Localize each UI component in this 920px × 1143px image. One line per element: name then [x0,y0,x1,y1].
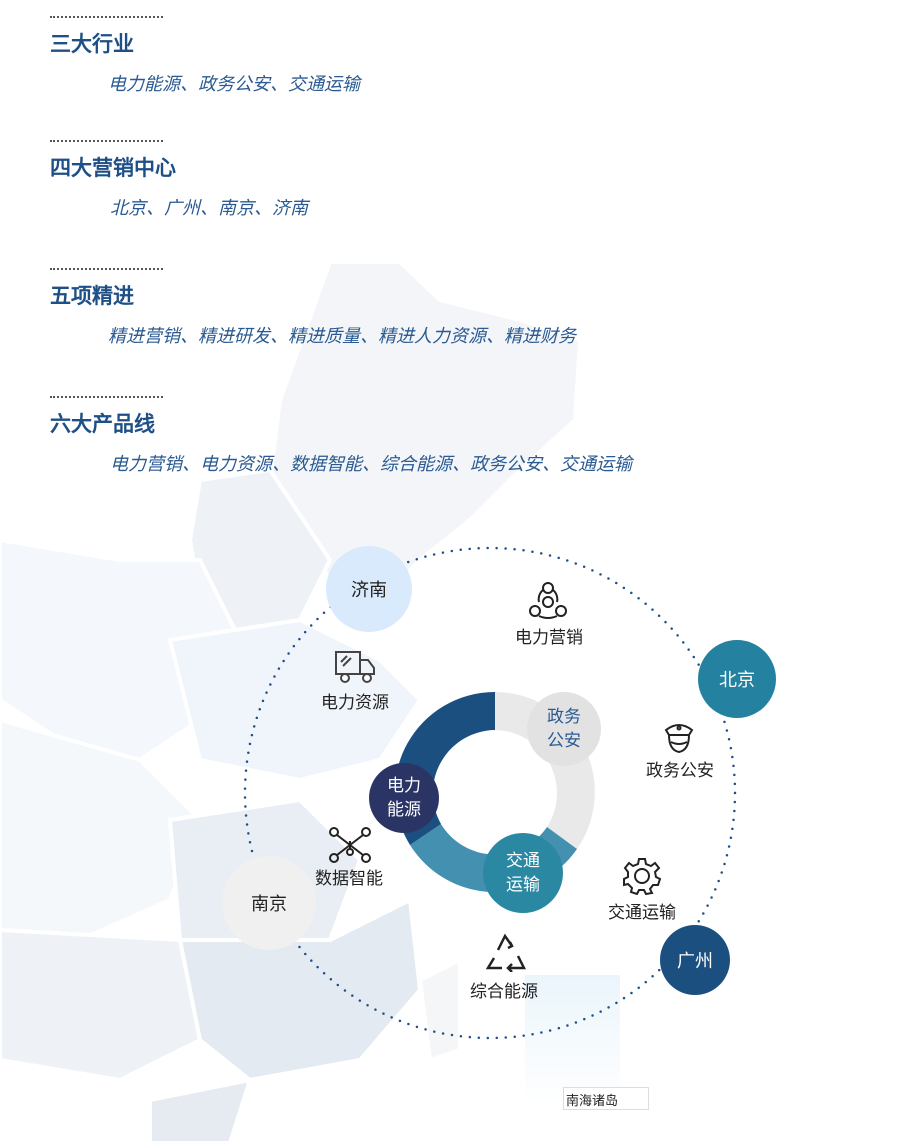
section-items: 北京、广州、南京、济南 [110,198,308,219]
dotted-orbit [243,546,737,1040]
section-title: 五项精进 [50,284,134,308]
divider [50,396,163,398]
section-improvements: 五项精进 精进营销、精进研发、精进质量、精进人力资源、精进财务 [50,268,576,348]
south-china-sea-inset-map [525,975,620,1105]
truck-icon [335,651,375,683]
section-marketing-centers: 四大营销中心 北京、广州、南京、济南 [50,140,308,220]
section-title: 六大产品线 [50,412,155,436]
section-items: 精进营销、精进研发、精进质量、精进人力资源、精进财务 [108,326,576,347]
divider [50,268,163,270]
industry-transport: 交通 运输 [483,833,563,913]
section-items: 电力能源、政务公安、交通运输 [108,74,360,95]
industry-label: 能源 [387,800,421,820]
city-guangzhou: 广州 [660,925,730,995]
inset-label: 南海诸岛 [563,1087,649,1110]
section-product-lines: 六大产品线 电力营销、电力资源、数据智能、综合能源、政务公安、交通运输 [50,396,632,476]
city-label: 北京 [719,670,755,691]
section-industries: 三大行业 电力能源、政务公安、交通运输 [50,16,360,96]
industry-label: 电力 [387,776,421,796]
product-police: 政务公安 [646,761,714,781]
police-cap-icon [664,724,694,754]
city-label: 广州 [677,951,713,972]
people-network-icon [529,582,567,619]
industry-police: 政务 公安 [527,692,601,766]
city-beijing: 北京 [698,640,776,718]
product-marketing: 电力营销 [515,628,583,648]
city-jinan: 济南 [326,546,412,632]
industry-label: 交通 [506,851,540,871]
product-energy: 综合能源 [470,982,538,1002]
gear-icon [623,858,661,895]
divider [50,16,163,18]
industry-label: 运输 [506,875,540,895]
product-resources: 电力资源 [321,693,389,713]
industry-label: 政务 [547,707,581,727]
city-nanjing: 南京 [222,856,316,950]
network-nodes-icon [329,827,371,863]
product-data: 数据智能 [315,869,383,889]
recycle-icon [485,933,526,972]
industry-label: 公安 [547,731,581,751]
section-title: 三大行业 [50,32,134,56]
divider [50,140,163,142]
product-transport: 交通运输 [608,903,676,923]
industry-power: 电力 能源 [369,763,439,833]
section-title: 四大营销中心 [50,156,176,180]
city-label: 南京 [251,894,287,915]
city-label: 济南 [351,580,387,601]
section-items: 电力营销、电力资源、数据智能、综合能源、政务公安、交通运输 [110,454,632,475]
